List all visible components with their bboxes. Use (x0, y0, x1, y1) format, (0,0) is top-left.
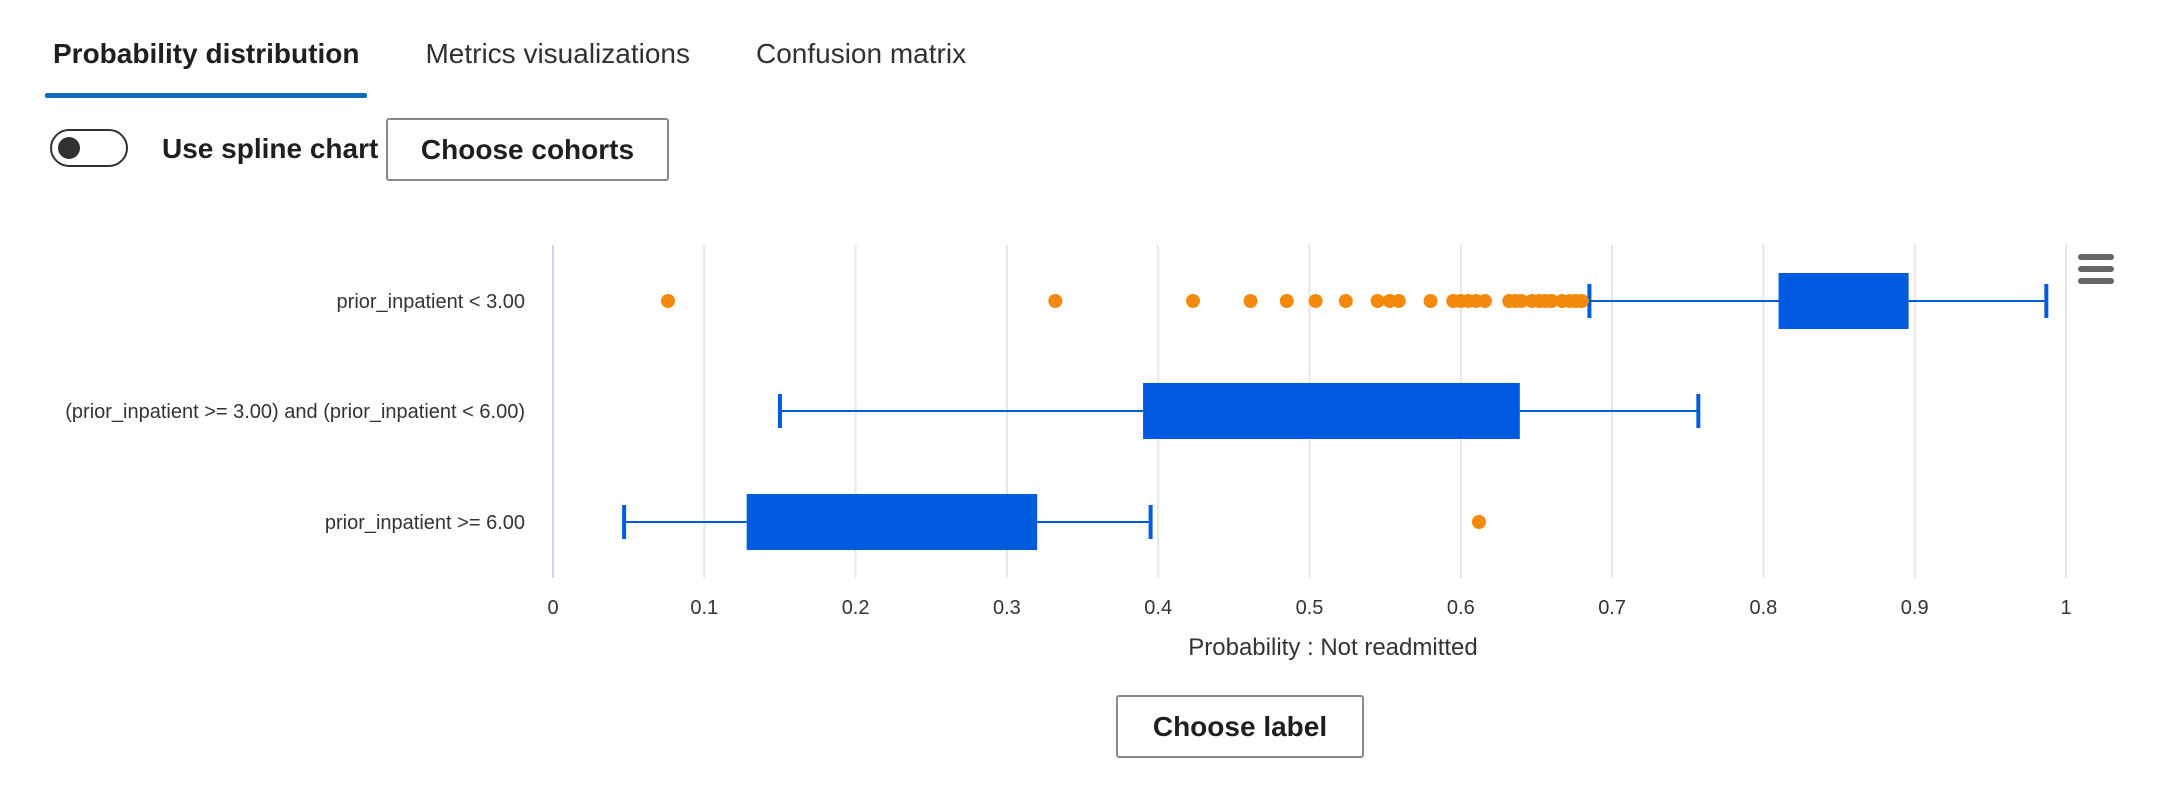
x-axis-title: Probability : Not readmitted (1188, 634, 1477, 661)
spline-chart-toggle[interactable] (50, 129, 128, 167)
outlier-point[interactable] (1279, 294, 1294, 308)
tab-probability-distribution[interactable]: Probability distribution (45, 0, 368, 98)
outlier-point[interactable] (660, 294, 675, 308)
tab-list: Probability distribution Metrics visuali… (45, 0, 1024, 98)
choose-cohorts-button[interactable]: Choose cohorts (386, 118, 669, 181)
outlier-point[interactable] (1308, 294, 1323, 308)
outlier-point[interactable] (1048, 294, 1063, 308)
outlier-point[interactable] (1391, 294, 1406, 308)
outlier-point[interactable] (1338, 294, 1353, 308)
tab-metrics-visualizations[interactable]: Metrics visualizations (425, 38, 690, 69)
outlier-point[interactable] (1370, 294, 1385, 308)
x-tick-label: 0.6 (1447, 597, 1475, 619)
x-tick-label: 0 (547, 597, 558, 619)
category-labels: prior_inpatient < 3.00 (prior_inpatient >… (65, 291, 525, 534)
x-tick-label: 0.2 (842, 597, 870, 619)
box[interactable] (746, 494, 1038, 550)
box[interactable] (1778, 273, 1909, 329)
hamburger-menu-icon[interactable] (2078, 254, 2114, 284)
probability-box-plot: prior_inpatient < 3.00 (prior_inpatient >… (65, 245, 2072, 661)
y-category-label: (prior_inpatient >= 3.00) and (prior_inp… (65, 401, 525, 423)
x-axis-ticks: 0 0.1 0.2 0.3 0.4 0.5 0.6 0.7 0.8 0.9 1 (547, 597, 2071, 619)
outlier-point[interactable] (1185, 294, 1200, 308)
x-tick-label: 0.5 (1296, 597, 1324, 619)
x-tick-label: 0.3 (993, 597, 1021, 619)
toggle-knob (58, 137, 80, 159)
box-plot-item[interactable] (777, 383, 1701, 439)
x-tick-label: 1 (2060, 597, 2071, 619)
box[interactable] (1143, 383, 1520, 439)
x-tick-label: 0.7 (1598, 597, 1626, 619)
outlier-point[interactable] (1423, 294, 1438, 308)
box-plot-item[interactable] (622, 494, 1486, 550)
x-tick-label: 0.9 (1901, 597, 1929, 619)
x-tick-label: 0.4 (1144, 597, 1172, 619)
box-series (622, 273, 2049, 550)
box-plot-item[interactable] (660, 273, 2049, 329)
y-category-label: prior_inpatient < 3.00 (337, 291, 525, 313)
outlier-point[interactable] (1478, 294, 1493, 308)
choose-label-button[interactable]: Choose label (1116, 695, 1364, 758)
outlier-point[interactable] (1471, 515, 1486, 529)
y-category-label: prior_inpatient >= 6.00 (325, 512, 525, 534)
outlier-point[interactable] (1574, 294, 1589, 308)
outlier-point[interactable] (1514, 294, 1529, 308)
x-tick-label: 0.1 (690, 597, 718, 619)
x-tick-label: 0.8 (1749, 597, 1777, 619)
spline-chart-toggle-label: Use spline chart (162, 133, 379, 164)
outlier-point[interactable] (1243, 294, 1258, 308)
outlier-point[interactable] (1544, 294, 1559, 308)
tab-confusion-matrix[interactable]: Confusion matrix (755, 38, 967, 69)
